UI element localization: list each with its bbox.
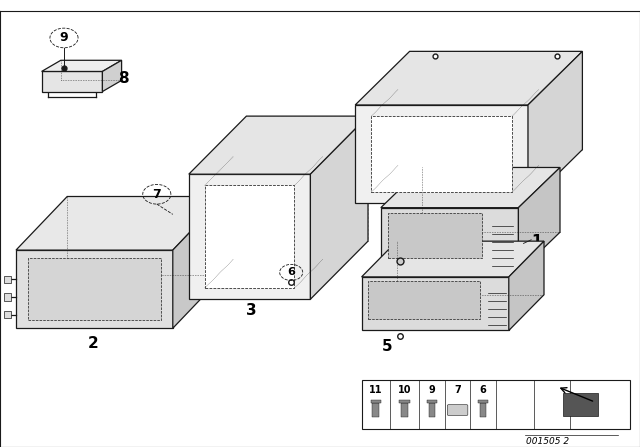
Polygon shape [173,197,224,328]
Bar [362,379,630,429]
Bar [478,400,488,403]
Text: 6: 6 [480,385,486,396]
Text: 001505 2: 001505 2 [525,437,569,446]
Polygon shape [310,116,368,299]
Polygon shape [102,60,122,91]
Text: 5: 5 [382,340,392,354]
Polygon shape [28,258,161,320]
Text: 9: 9 [60,31,68,44]
Polygon shape [42,60,122,71]
Polygon shape [388,213,482,258]
FancyBboxPatch shape [447,405,468,415]
Polygon shape [205,185,294,288]
Bar [480,403,486,417]
Polygon shape [16,250,173,328]
Polygon shape [563,393,598,416]
Polygon shape [189,174,310,299]
Bar [4,311,11,319]
Text: 1: 1 [531,234,541,249]
Text: 4: 4 [538,185,548,200]
Bar [399,400,410,403]
Text: 7: 7 [152,188,161,201]
Polygon shape [368,281,480,319]
Bar [372,403,379,417]
Polygon shape [189,116,368,174]
Polygon shape [518,168,560,272]
Bar [371,400,381,403]
Text: 8: 8 [118,71,129,86]
Polygon shape [528,52,582,203]
Text: 2: 2 [88,336,98,351]
Polygon shape [509,241,544,331]
Polygon shape [362,277,509,331]
Text: 7: 7 [454,385,461,396]
Text: 11: 11 [369,385,383,396]
Polygon shape [355,52,582,105]
Bar [4,293,11,301]
Polygon shape [381,208,518,272]
Bar [401,403,408,417]
Polygon shape [355,105,528,203]
Bar [429,403,435,417]
Polygon shape [362,241,544,277]
Text: 6: 6 [287,267,295,277]
Polygon shape [16,197,224,250]
Polygon shape [371,116,512,192]
Bar [427,400,437,403]
Text: 9: 9 [429,385,435,396]
Text: 10: 10 [397,385,412,396]
Bar [4,276,11,283]
Polygon shape [381,168,560,208]
Text: 3: 3 [246,303,257,318]
Polygon shape [42,71,102,91]
